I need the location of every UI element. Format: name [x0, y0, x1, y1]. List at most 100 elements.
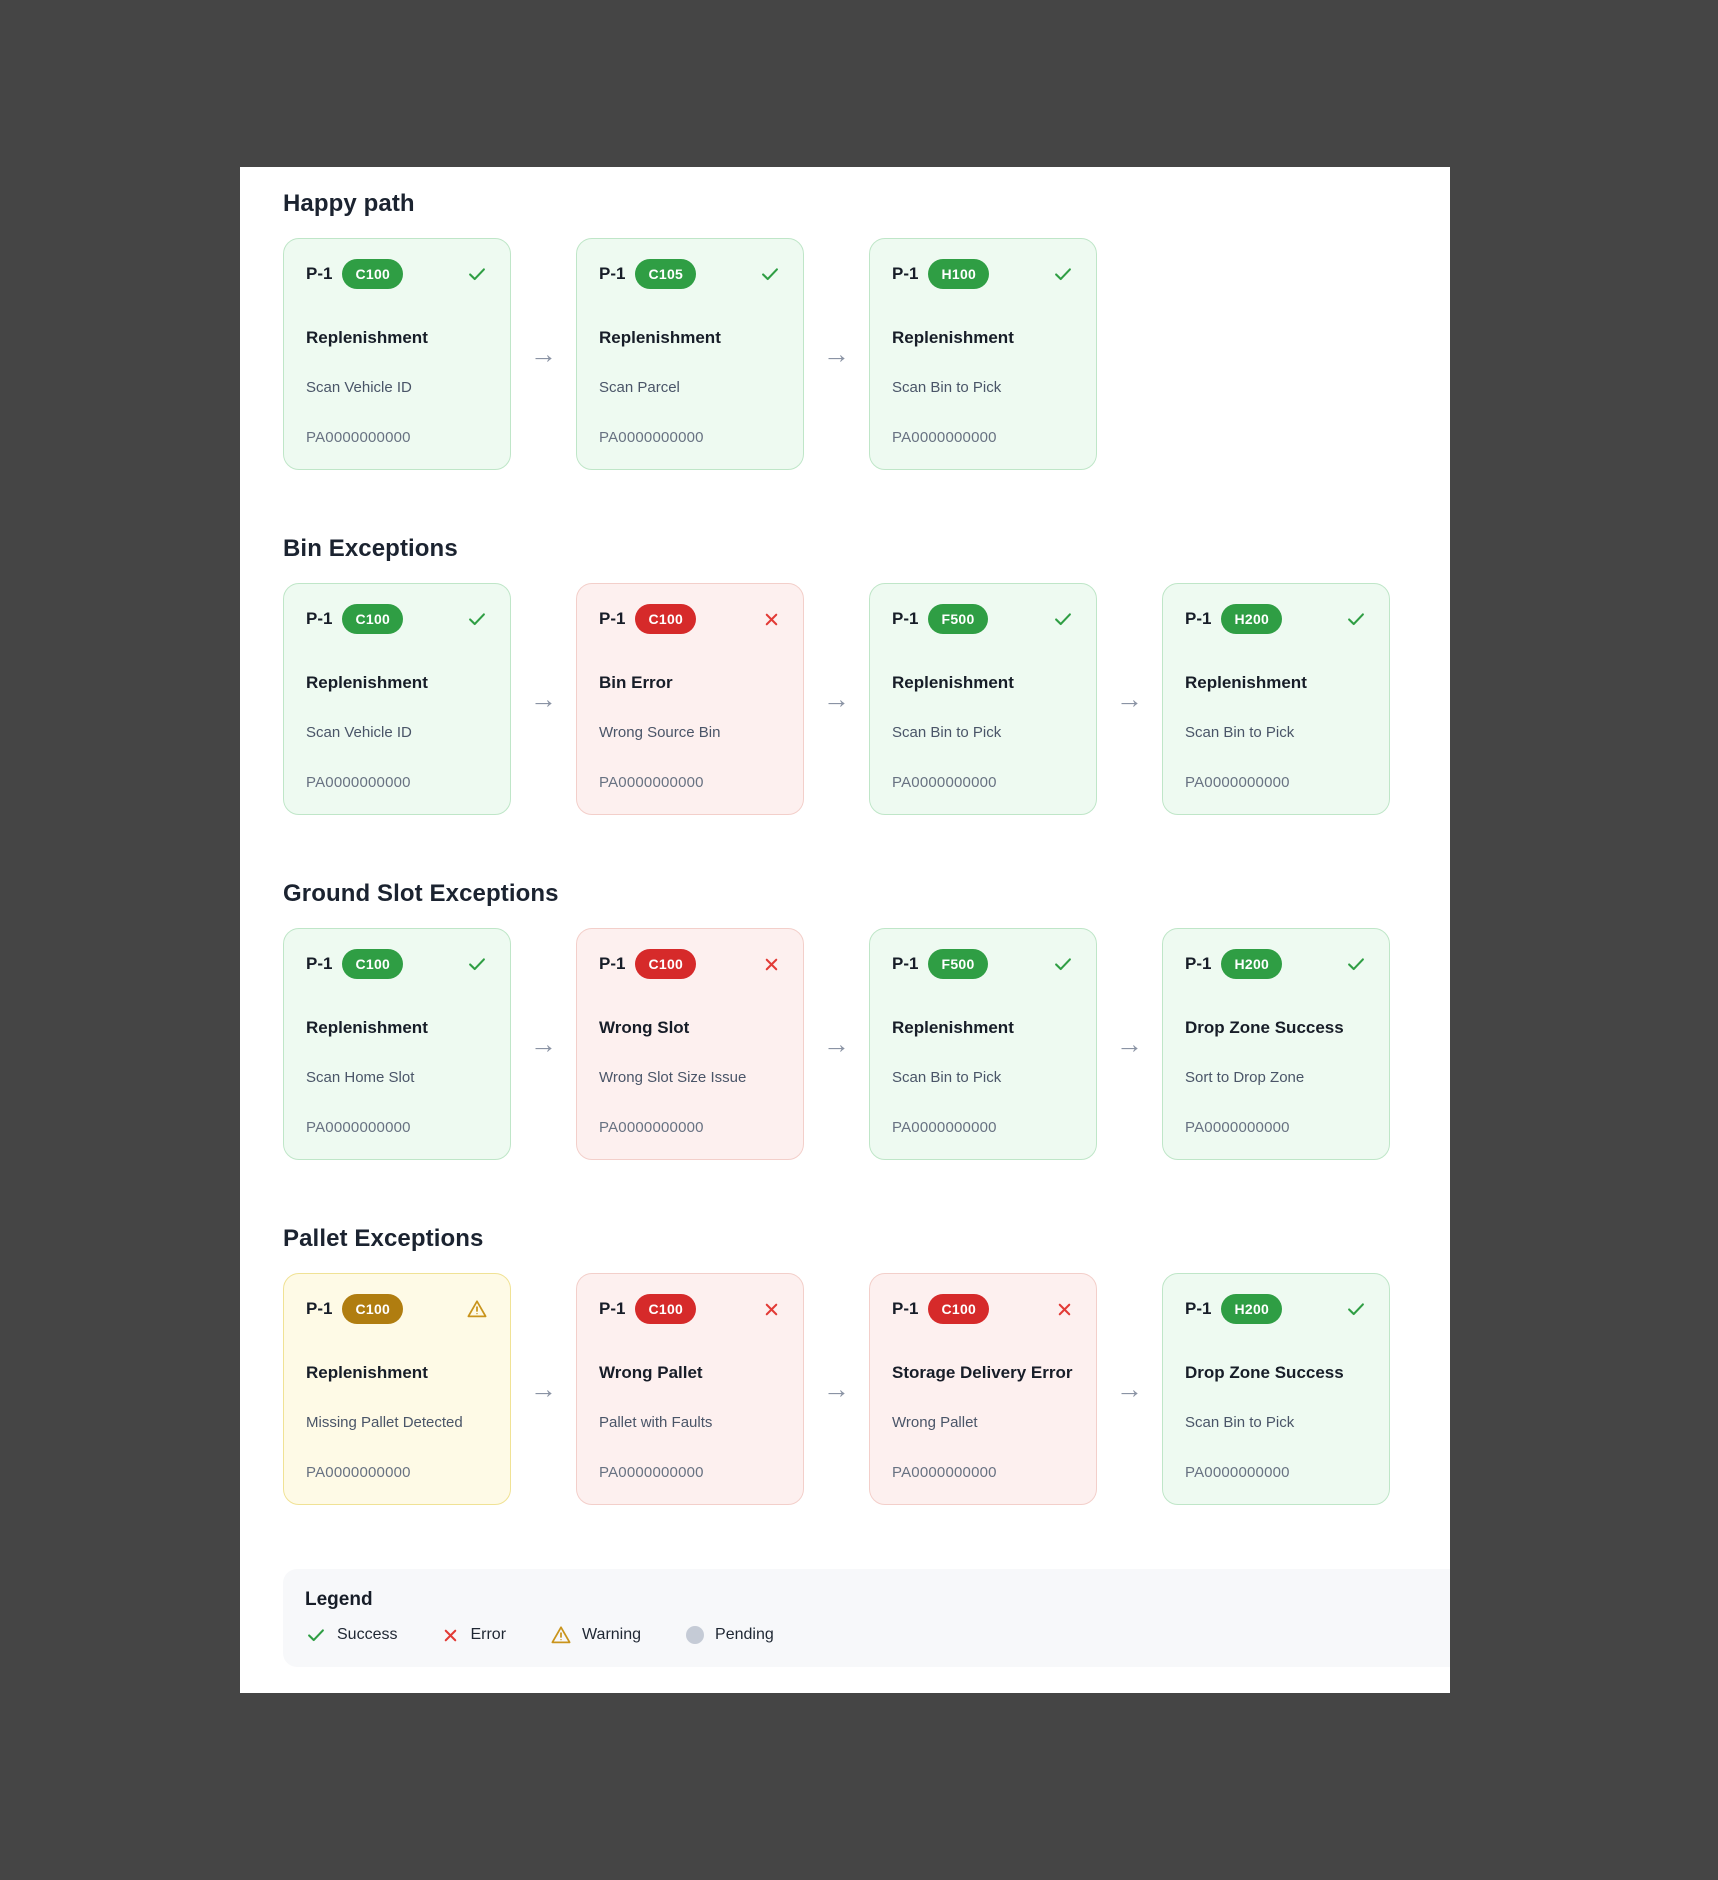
legend-title: Legend — [305, 1589, 373, 1610]
station-badge: C105 — [635, 259, 697, 289]
card-step-label: P-1 — [599, 1299, 626, 1318]
card-step-label: P-1 — [306, 954, 333, 973]
card-parcel-id: PA0000000000 — [306, 1464, 411, 1481]
card-parcel-id: PA0000000000 — [599, 1119, 704, 1136]
arrow-right-icon: → — [804, 1375, 869, 1403]
section-title: Bin Exceptions — [283, 535, 458, 562]
x-icon — [1055, 1300, 1074, 1319]
card-header: P-1 H200 — [1185, 949, 1367, 979]
circle-icon — [685, 1625, 705, 1645]
card-title: Replenishment — [306, 673, 428, 692]
card-row: P-1 C100 Replenishment Missing Pallet Detec… — [283, 1273, 1450, 1505]
card-subtitle: Scan Vehicle ID — [306, 724, 412, 741]
card-header: P-1 C100 — [306, 949, 488, 979]
flow-card: P-1 F500 Replenishment Scan Bin to Pick PA00… — [869, 928, 1097, 1160]
card-title: Drop Zone Success — [1185, 1018, 1344, 1037]
card-subtitle: Scan Bin to Pick — [892, 724, 1002, 741]
card-subtitle: Scan Home Slot — [306, 1069, 415, 1086]
card-header: P-1 F500 — [892, 604, 1074, 634]
section-title: Ground Slot Exceptions — [283, 880, 559, 907]
card-header: P-1 C100 — [599, 604, 781, 634]
card-subtitle: Scan Vehicle ID — [306, 379, 412, 396]
check-icon — [466, 608, 488, 630]
card-parcel-id: PA0000000000 — [599, 429, 704, 446]
card-title: Drop Zone Success — [1185, 1363, 1344, 1382]
station-badge: F500 — [928, 949, 988, 979]
card-header: P-1 C100 — [599, 1294, 781, 1324]
station-badge: H200 — [1221, 1294, 1283, 1324]
station-badge: F500 — [928, 604, 988, 634]
card-title: Replenishment — [306, 1363, 428, 1382]
card-header: P-1 H100 — [892, 259, 1074, 289]
card-row: P-1 C100 Replenishment Scan Vehicle ID PA000… — [283, 583, 1450, 815]
card-header: P-1 C100 — [306, 604, 488, 634]
station-badge: H200 — [1221, 604, 1283, 634]
check-icon — [466, 263, 488, 285]
legend-item: Warning — [550, 1624, 641, 1646]
arrow-glyph: → — [823, 338, 850, 369]
station-badge: C100 — [635, 949, 697, 979]
legend-item-label: Warning — [582, 1626, 642, 1643]
card-title: Replenishment — [306, 328, 428, 347]
legend: Legend Success Error Warning Pending — [283, 1569, 1450, 1667]
check-icon — [1345, 953, 1367, 975]
arrow-glyph: → — [530, 338, 557, 369]
card-title: Replenishment — [892, 1018, 1014, 1037]
arrow-right-icon: → — [511, 685, 576, 713]
x-icon — [762, 955, 781, 974]
card-header: P-1 C100 — [306, 1294, 488, 1324]
flow-card: P-1 C100 Wrong Slot Wrong Slot Size Issue PA… — [576, 928, 804, 1160]
card-step-label: P-1 — [306, 609, 333, 628]
station-badge: C100 — [342, 1294, 404, 1324]
section-title: Happy path — [283, 190, 415, 217]
x-icon — [762, 1300, 781, 1319]
station-badge: C100 — [342, 949, 404, 979]
flow-card: P-1 C100 Storage Delivery Error Wrong Palle… — [869, 1273, 1097, 1505]
card-title: Replenishment — [306, 1018, 428, 1037]
legend-item: Error — [441, 1626, 506, 1645]
card-subtitle: Wrong Slot Size Issue — [599, 1069, 747, 1086]
station-badge: C100 — [342, 604, 404, 634]
card-step-label: P-1 — [892, 609, 919, 628]
arrow-glyph: → — [823, 683, 850, 714]
x-icon — [762, 610, 781, 629]
station-badge: H100 — [928, 259, 990, 289]
check-icon — [466, 953, 488, 975]
flow-card: P-1 H200 Drop Zone Success Sort to Drop Zon… — [1162, 928, 1390, 1160]
flow-card: P-1 C100 Replenishment Scan Home Slot PA0000… — [283, 928, 511, 1160]
x-icon — [441, 1626, 460, 1645]
card-step-label: P-1 — [306, 1299, 333, 1318]
card-header: P-1 C100 — [306, 259, 488, 289]
card-title: Storage Delivery Error — [892, 1363, 1073, 1382]
card-step-label: P-1 — [599, 264, 626, 283]
card-title: Replenishment — [892, 673, 1014, 692]
card-title: Bin Error — [599, 673, 673, 692]
card-subtitle: Scan Bin to Pick — [1185, 1414, 1295, 1431]
card-subtitle: Scan Bin to Pick — [1185, 724, 1295, 741]
legend-item-label: Pending — [715, 1626, 774, 1643]
station-badge: C100 — [635, 1294, 697, 1324]
card-header: P-1 H200 — [1185, 604, 1367, 634]
arrow-right-icon: → — [1097, 1375, 1162, 1403]
arrow-right-icon: → — [804, 1030, 869, 1058]
card-header: P-1 C105 — [599, 259, 781, 289]
flow-panel: Happy path P-1 C100 Replenishment Scan Vehic… — [240, 167, 1450, 1693]
card-step-label: P-1 — [892, 264, 919, 283]
card-parcel-id: PA0000000000 — [1185, 774, 1290, 791]
card-title: Wrong Pallet — [599, 1363, 703, 1382]
card-row: P-1 C100 Replenishment Scan Vehicle ID PA000… — [283, 238, 1450, 470]
card-parcel-id: PA0000000000 — [599, 1464, 704, 1481]
card-subtitle: Scan Bin to Pick — [892, 379, 1002, 396]
flow-section: Bin Exceptions P-1 C100 Replenishment Scan V… — [283, 535, 1450, 815]
flow-card: P-1 C105 Replenishment Scan Parcel PA0000000… — [576, 238, 804, 470]
card-title: Wrong Slot — [599, 1018, 690, 1037]
arrow-glyph: → — [1116, 683, 1143, 714]
arrow-right-icon: → — [1097, 1030, 1162, 1058]
card-step-label: P-1 — [892, 954, 919, 973]
flow-section: Pallet Exceptions P-1 C100 Replenishment Mis… — [283, 1225, 1450, 1505]
card-step-label: P-1 — [1185, 954, 1212, 973]
check-icon — [1052, 953, 1074, 975]
arrow-right-icon: → — [1097, 683, 1162, 714]
arrow-right-icon: → — [804, 683, 869, 714]
card-header: P-1 C100 — [892, 1294, 1074, 1324]
